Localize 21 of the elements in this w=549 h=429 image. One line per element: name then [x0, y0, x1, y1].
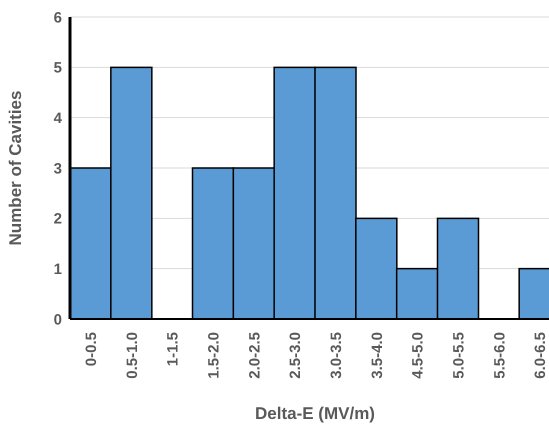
- y-tick-label: 5: [54, 60, 62, 77]
- x-tick-label: 5.5-6.0: [491, 332, 508, 379]
- x-tick-label: 0.5-1.0: [124, 332, 141, 379]
- x-tick-label: 3.5-4.0: [368, 332, 386, 379]
- y-tick-label: 1: [54, 260, 62, 278]
- x-tick-label: 2.5-3.0: [287, 332, 304, 379]
- y-tick-label: 0: [54, 311, 62, 328]
- x-tick-label: 5.0-5.5: [450, 332, 468, 379]
- y-tick-label: 3: [54, 160, 62, 178]
- y-tick-label: 2: [54, 210, 62, 228]
- y-axis-title: Number of Cavities: [6, 90, 26, 246]
- x-tick-label: 1-1.5: [164, 332, 182, 366]
- x-tick-label: 1.5-2.0: [206, 332, 223, 379]
- x-tick-label: 2.0-2.5: [246, 332, 264, 379]
- y-tick-label: 4: [54, 110, 63, 127]
- x-tick-label: 0-0.5: [83, 332, 100, 366]
- y-tick-label: 6: [54, 9, 62, 26]
- x-axis-title: Delta-E (MV/m): [255, 404, 375, 423]
- x-tick-label: 6.0-6.5: [532, 332, 549, 379]
- x-tick-label: 3.0-3.5: [328, 332, 346, 379]
- x-tick-label: 4.5-5.0: [410, 332, 427, 379]
